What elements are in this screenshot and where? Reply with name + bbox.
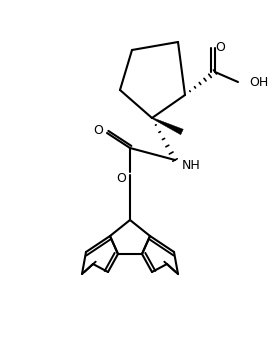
Text: O: O xyxy=(116,171,126,185)
Text: O: O xyxy=(215,41,225,53)
Polygon shape xyxy=(152,118,183,135)
Text: NH: NH xyxy=(182,159,201,171)
Text: O: O xyxy=(93,124,103,136)
Text: OH: OH xyxy=(249,76,268,88)
